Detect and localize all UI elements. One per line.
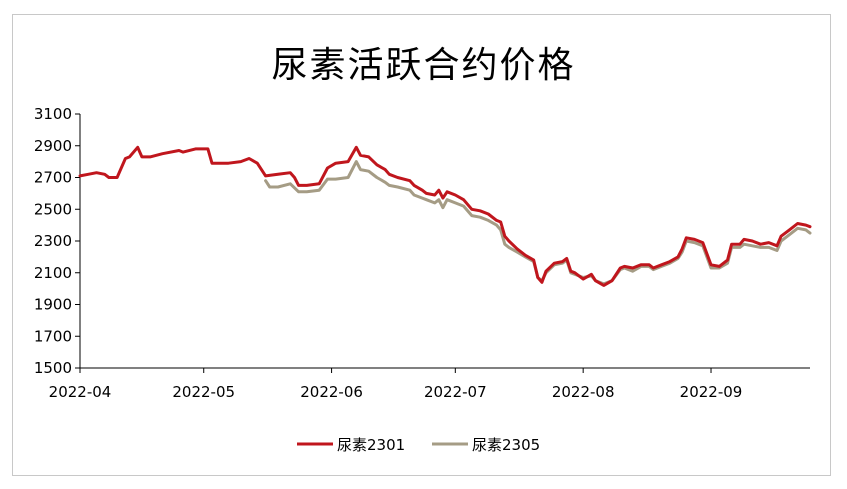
- series-line-1: [78, 145, 812, 287]
- legend-label-2: 尿素2305: [472, 436, 540, 454]
- series-lines: [78, 145, 812, 287]
- y-tick-label: 1700: [34, 327, 72, 345]
- chart-title: 尿素活跃合约价格: [271, 45, 576, 86]
- series-line-2: [264, 160, 812, 286]
- y-tick-label: 2300: [34, 232, 72, 250]
- legend-label-1: 尿素2301: [337, 436, 405, 454]
- x-tick-label: 2022-04: [49, 383, 112, 401]
- y-tick-label: 2100: [34, 264, 72, 282]
- chart-frame: [12, 14, 831, 476]
- axes: 1500 1700 1900 2100 2300 2500 2700 2900 3100 2022…: [34, 105, 810, 401]
- legend: 尿素2301 尿素2305: [297, 436, 540, 454]
- y-tick-label: 2700: [34, 169, 72, 187]
- y-tick-label: 1500: [34, 359, 72, 377]
- x-tick-label: 2022-08: [552, 383, 615, 401]
- y-tick-label: 2500: [34, 200, 72, 218]
- y-tick-label: 2900: [34, 137, 72, 155]
- x-tick-label: 2022-06: [300, 383, 363, 401]
- x-tick-label: 2022-05: [172, 383, 235, 401]
- x-tick-label: 2022-07: [424, 383, 487, 401]
- y-tick-label: 1900: [34, 296, 72, 314]
- y-tick-label: 3100: [34, 105, 72, 123]
- x-tick-label: 2022-09: [680, 383, 743, 401]
